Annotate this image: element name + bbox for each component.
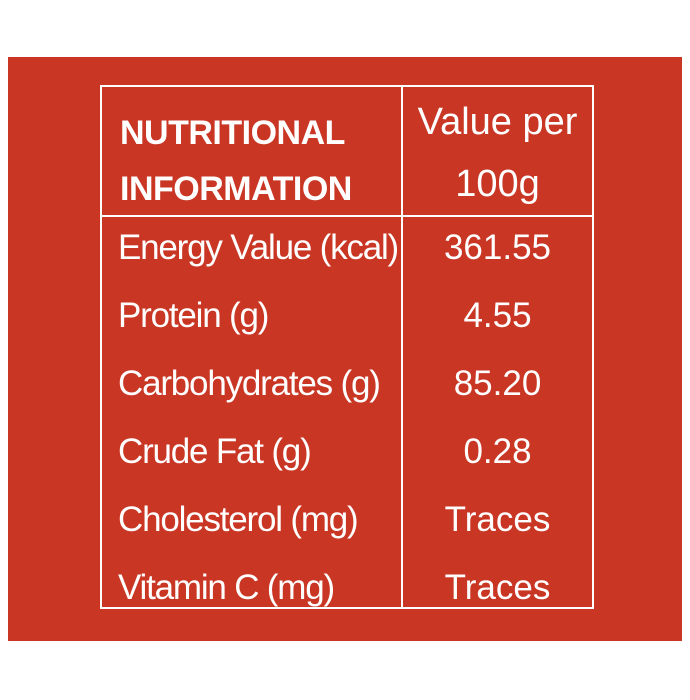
header-right-line-1: Value per [417,101,578,143]
nutrient-name: Vitamin C (mg) [118,568,335,607]
table-row: Crude Fat (g) 0.28 [102,421,592,489]
header-divider [102,215,592,217]
nutrient-value: 85.20 [453,364,542,403]
table-row: Carbohydrates (g) 85.20 [102,353,592,421]
header-right-line-2: 100g [455,163,540,205]
nutrient-name: Protein (g) [118,296,269,335]
header-left-line-2: INFORMATION [120,170,352,208]
nutrient-value: Traces [444,500,551,539]
nutrient-rows: Energy Value (kcal) 361.55 Protein (g) 4… [102,217,592,625]
table-row: Protein (g) 4.55 [102,285,592,353]
nutrient-value: 0.28 [463,432,532,471]
nutrient-name: Cholesterol (mg) [118,500,359,539]
table-row: Cholesterol (mg) Traces [102,489,592,557]
column-divider [401,87,403,607]
nutrient-name: Energy Value (kcal) [118,228,399,267]
value-column-header: Value per 100g [403,91,592,215]
nutrient-name: Crude Fat (g) [118,432,312,471]
nutrient-column-header: NUTRITIONAL INFORMATION [120,105,390,217]
nutrient-name: Carbohydrates (g) [118,364,381,403]
table-row: Vitamin C (mg) Traces [102,557,592,625]
header-left-line-1: NUTRITIONAL [120,114,345,152]
nutrition-table: NUTRITIONAL INFORMATION Value per 100g E… [100,85,594,609]
nutrient-value: Traces [444,568,551,607]
nutrient-value: 4.55 [463,296,532,335]
nutrition-label-panel: NUTRITIONAL INFORMATION Value per 100g E… [8,57,682,641]
table-row: Energy Value (kcal) 361.55 [102,217,592,285]
nutrient-value: 361.55 [443,228,552,267]
